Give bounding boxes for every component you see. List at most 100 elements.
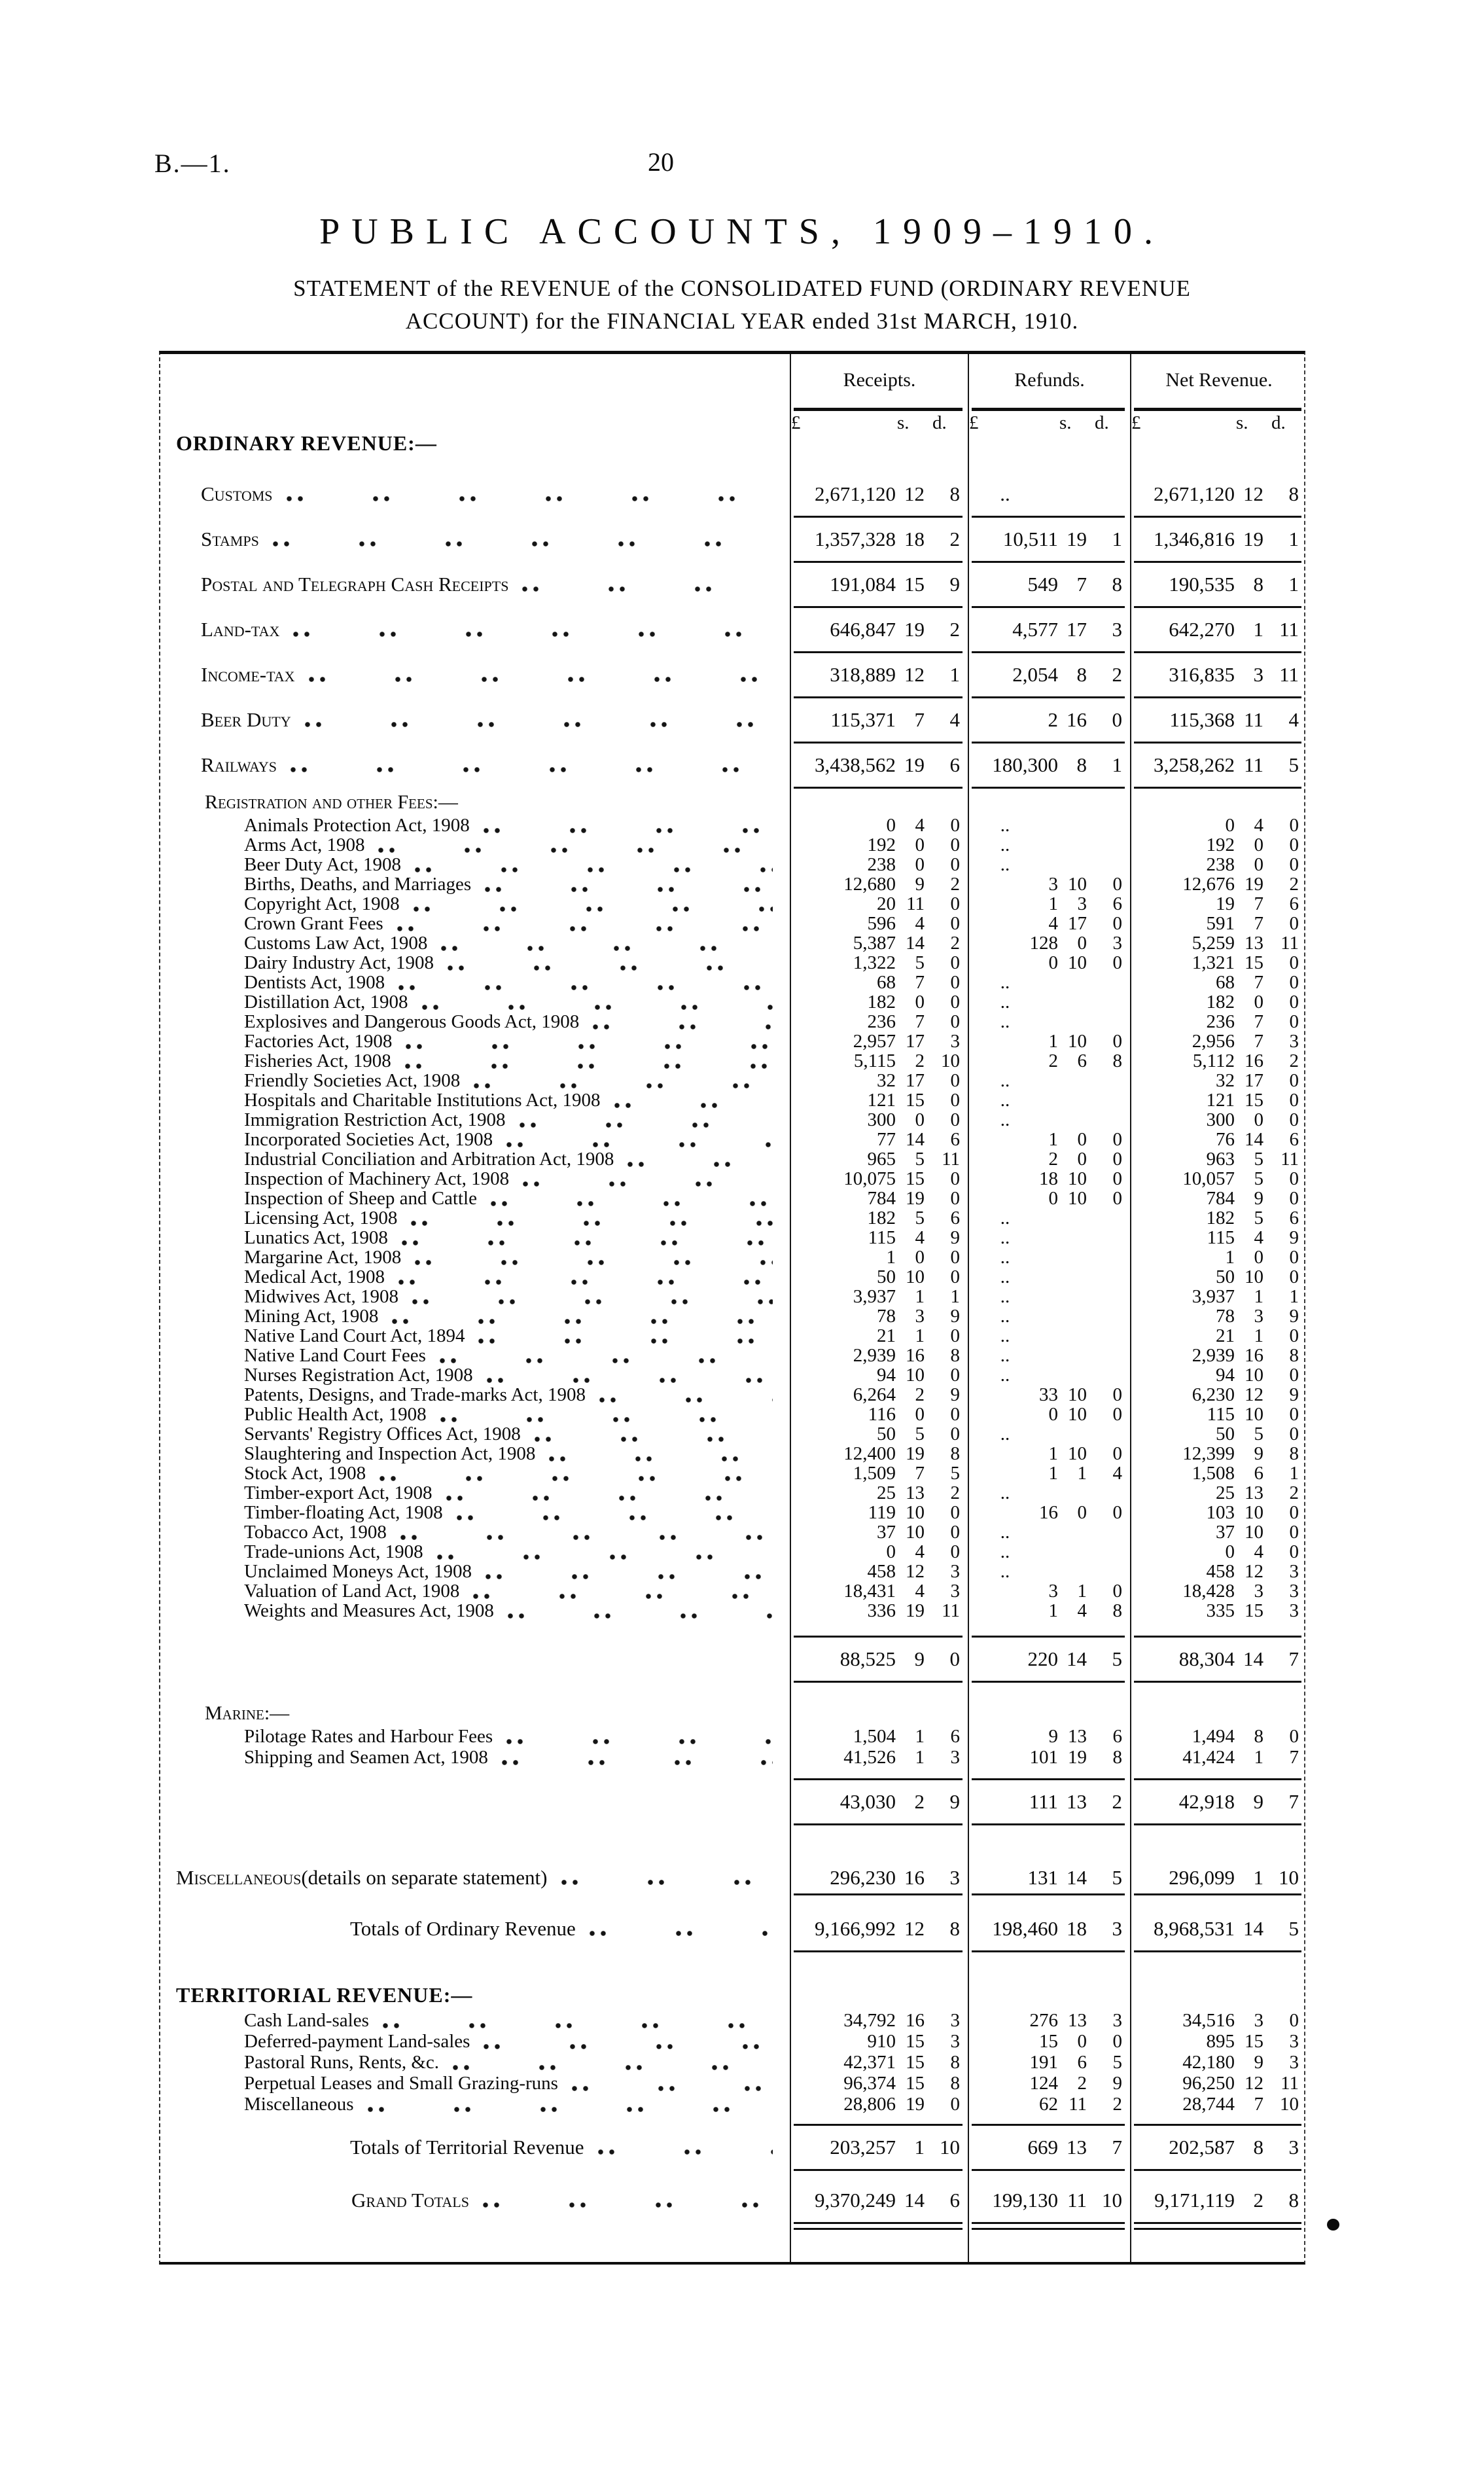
amount-pence: 7 bbox=[1289, 1747, 1299, 1768]
leader-dots bbox=[482, 2195, 773, 2215]
leader-dots bbox=[484, 1566, 773, 1583]
amount-ref: 18 10 0 bbox=[968, 1168, 1130, 1190]
amount-pounds: 12,400 bbox=[843, 1443, 896, 1464]
item-row: Customs Law Act, 1908 5,387 14 2 128 0 3 5,259 1… bbox=[160, 933, 1304, 954]
amount-shillings: 13 bbox=[1067, 2136, 1087, 2159]
item-row: Miscellaneous 28,806 19 0 62 11 2 28,744 7 10 bbox=[160, 2094, 1304, 2115]
amount-pence: 8 bbox=[1112, 1747, 1123, 1768]
amount-pounds: 2,671,120 bbox=[1154, 482, 1235, 505]
leader-dots bbox=[381, 2015, 773, 2032]
row-label-cell: Fisheries Act, 1908 bbox=[160, 1050, 790, 1072]
amount-pounds: 2 bbox=[1048, 708, 1059, 731]
amount-shillings: 1 bbox=[915, 1726, 925, 1747]
leader-dots bbox=[438, 1350, 773, 1367]
leader-dots bbox=[308, 670, 773, 689]
row-label-cell: TERRITORIAL REVENUE:— bbox=[160, 1980, 790, 2010]
amount-shillings: 10 bbox=[906, 1502, 925, 1523]
amount-pence: 8 bbox=[1112, 1600, 1123, 1621]
amount-shillings: 14 bbox=[1243, 1647, 1263, 1670]
header-spacer bbox=[160, 354, 790, 406]
rule-row bbox=[160, 2168, 1304, 2172]
amount-pence: 3 bbox=[1289, 1561, 1299, 1582]
item-row: Cash Land-sales 34,792 16 3 276 13 3 34,516 3 0 bbox=[160, 2010, 1304, 2032]
amount-ref: 4 17 0 bbox=[968, 913, 1130, 935]
amount-ref: .. bbox=[968, 1541, 1130, 1563]
amount-rec: 3,438,562 19 6 bbox=[790, 745, 968, 785]
item-row: Margarine Act, 1908 1 0 0.. 1 0 0 bbox=[160, 1247, 1304, 1268]
amount-shillings: 7 bbox=[1254, 893, 1264, 914]
amount-ref bbox=[968, 1701, 1130, 1726]
row-label: Patents, Designs, and Trade-marks Act, 1… bbox=[244, 1384, 586, 1405]
leader-dots bbox=[518, 1115, 773, 1131]
amount-shillings: 4 bbox=[1254, 1541, 1264, 1562]
amount-pounds: 12,676 bbox=[1182, 874, 1235, 895]
rule-line bbox=[1134, 1636, 1301, 1638]
row-label: Servants' Registry Offices Act, 1908 bbox=[244, 1424, 521, 1444]
subtotal-row: 43,030 2 9 111 13 2 42,918 9 7 bbox=[160, 1782, 1304, 1822]
amount-shillings: 16 bbox=[1245, 1050, 1263, 1071]
row-label: Pilotage Rates and Harbour Fees bbox=[244, 1726, 493, 1747]
amount-shillings: 5 bbox=[1254, 1149, 1264, 1170]
row-label: Nurses Registration Act, 1908 bbox=[244, 1365, 473, 1386]
amount-shillings: 16 bbox=[906, 2010, 925, 2031]
amount-pounds: 0 bbox=[1048, 952, 1059, 973]
row-label: Railways bbox=[201, 753, 277, 776]
leader-dots bbox=[489, 1193, 773, 1210]
rule-spacer bbox=[160, 1679, 790, 1684]
amount-ref: 2,054 8 2 bbox=[968, 654, 1130, 695]
amount-pence: 11 bbox=[942, 1600, 960, 1621]
row-label-cell: Miscellaneous bbox=[160, 2094, 790, 2115]
amount-ref bbox=[968, 790, 1130, 815]
rule-line bbox=[1134, 1893, 1301, 1895]
rule-cell bbox=[1130, 1634, 1307, 1639]
rule-cell bbox=[1130, 2123, 1307, 2127]
row-label: Lunatics Act, 1908 bbox=[244, 1227, 388, 1248]
amount-pounds: 2 bbox=[1048, 1050, 1059, 1071]
amount-ref: .. bbox=[968, 1109, 1130, 1131]
amount-pence: 3 bbox=[950, 1581, 961, 1602]
amount-pence: 9 bbox=[950, 1384, 961, 1405]
amount-pounds: 96,374 bbox=[843, 2073, 896, 2094]
amount-pounds: 115 bbox=[1207, 1404, 1235, 1425]
amount-ref: 9 13 6 bbox=[968, 1726, 1130, 1748]
amount-pounds: 42,918 bbox=[1178, 1790, 1235, 1813]
amount-pounds: 101 bbox=[1029, 1747, 1059, 1768]
amount-net: 9,171,119 2 8 bbox=[1130, 2180, 1307, 2221]
amount-shillings: 7 bbox=[915, 972, 925, 993]
amount-rec: 115,371 7 4 bbox=[790, 700, 968, 740]
amount-pence: 2 bbox=[1112, 663, 1123, 686]
currency-unit-shillings: s. bbox=[1059, 412, 1072, 433]
amount-shillings: 1 bbox=[1077, 1581, 1087, 1602]
amount-shillings: 18 bbox=[904, 528, 925, 550]
row-label-cell: Postal and Telegraph Cash Receipts bbox=[160, 564, 790, 605]
nil-amount: .. bbox=[1000, 854, 1010, 875]
amount-ref: .. bbox=[968, 1325, 1130, 1347]
amount-shillings: 4 bbox=[915, 1227, 925, 1248]
total-row: Totals of Ordinary Revenue 9,166,992 12 8 19… bbox=[160, 1909, 1304, 1949]
amount-pence: 9 bbox=[1289, 1384, 1299, 1405]
item-row: Distillation Act, 1908 182 0 0.. 182 0 0 bbox=[160, 992, 1304, 1013]
item-row: Dentists Act, 1908 68 7 0.. 68 7 0 bbox=[160, 972, 1304, 994]
amount-pence: 0 bbox=[950, 992, 961, 1013]
amount-ref: .. bbox=[968, 1306, 1130, 1327]
amount-net: 963 5 11 bbox=[1130, 1149, 1307, 1170]
amount-pounds: 18,428 bbox=[1182, 1581, 1235, 1602]
amount-pounds: 3,937 bbox=[853, 1286, 896, 1307]
rule-line bbox=[794, 742, 963, 744]
currency-unit-pounds: £ bbox=[1131, 412, 1141, 433]
row-label-cell: Totals of Ordinary Revenue bbox=[160, 1909, 790, 1949]
amount-shillings: 7 bbox=[915, 1011, 925, 1032]
item-row: Immigration Restriction Act, 1908 300 0 0..… bbox=[160, 1109, 1304, 1131]
leader-dots bbox=[399, 1527, 773, 1543]
section-row: TERRITORIAL REVENUE:— bbox=[160, 1980, 1304, 2010]
amount-pence: 2 bbox=[1289, 874, 1299, 895]
amount-pounds: 182 bbox=[1206, 1208, 1235, 1228]
item-row: Timber-export Act, 1908 25 13 2.. 25 13 2 bbox=[160, 1482, 1304, 1504]
item-row: Hospitals and Charitable Institutions Ac… bbox=[160, 1090, 1304, 1111]
amount-pence: 2 bbox=[1112, 1790, 1123, 1813]
leader-dots bbox=[478, 1331, 773, 1347]
amount-pounds: 131 bbox=[1027, 1866, 1059, 1889]
row-label: Friendly Societies Act, 1908 bbox=[244, 1070, 461, 1091]
amount-ref: .. bbox=[968, 834, 1130, 856]
amount-rec: 68 7 0 bbox=[790, 972, 968, 994]
